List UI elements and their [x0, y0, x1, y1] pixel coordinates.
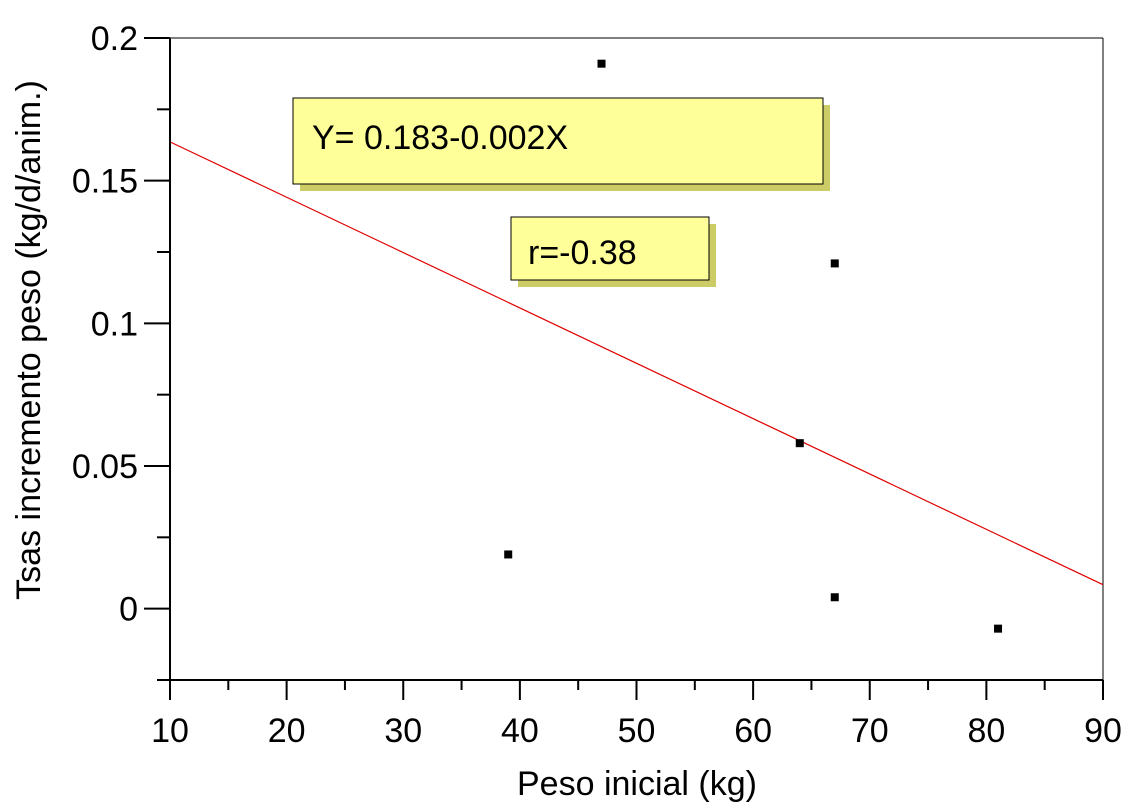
correlation-annotation: r=-0.38: [510, 216, 716, 287]
y-tick-label: 0.2: [91, 20, 138, 58]
x-tick-label: 50: [618, 712, 656, 750]
y-axis-title: Tsas incremento peso (kg/d/anim.): [10, 80, 48, 600]
y-tick-label: 0: [119, 591, 138, 629]
x-tick-label: 20: [268, 712, 306, 750]
equation-annotation: Y= 0.183-0.002X: [292, 97, 830, 191]
regression-line-layer: [169, 141, 1104, 586]
data-point: [994, 624, 1003, 633]
equation-box: [292, 97, 824, 185]
x-axis-title: Peso inicial (kg): [517, 765, 757, 803]
data-point: [830, 259, 839, 268]
x-tick-label: 40: [501, 712, 539, 750]
y-tick-label: 0.15: [72, 163, 138, 201]
plot-frame: [170, 37, 1104, 680]
x-tick-label: 30: [384, 712, 422, 750]
regression-line: [169, 141, 1104, 586]
data-points: [504, 59, 1003, 633]
axes: 10 20 30 40 50 60 70 80 90 0 0.05 0.1 0.15 0.2: [72, 20, 1122, 750]
x-tick-label: 10: [151, 712, 189, 750]
correlation-box: [510, 216, 710, 281]
x-tick-label: 60: [734, 712, 772, 750]
y-tick-label: 0.1: [91, 305, 138, 343]
data-point: [830, 593, 839, 602]
equation-text: Y= 0.183-0.002X: [312, 119, 568, 157]
data-point: [597, 59, 606, 68]
x-tick-label: 80: [967, 712, 1005, 750]
y-tick-label: 0.05: [72, 448, 138, 486]
correlation-text: r=-0.38: [528, 234, 637, 272]
data-point: [795, 439, 804, 448]
x-tick-label: 70: [851, 712, 889, 750]
x-tick-label: 90: [1084, 712, 1122, 750]
data-point: [504, 550, 513, 559]
